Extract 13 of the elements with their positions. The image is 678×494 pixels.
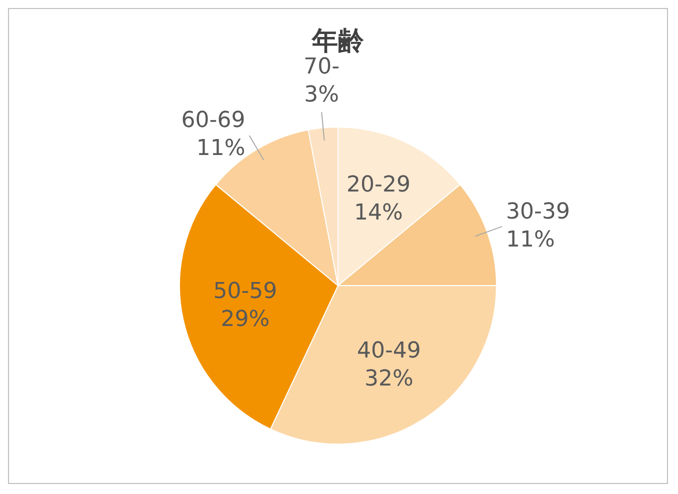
data-label: 11%	[506, 227, 555, 252]
data-label: 32%	[364, 366, 414, 392]
slice-label: 70-	[304, 54, 340, 80]
data-label: 11%	[196, 136, 246, 162]
slice-label: 50-59	[213, 279, 278, 304]
data-label: 3%	[304, 82, 340, 108]
data-label: 14%	[354, 200, 403, 226]
slice-label: 20-29	[346, 172, 410, 198]
data-label: 29%	[220, 307, 270, 332]
slice-label: 60-69	[181, 108, 246, 134]
slice-label: 40-49	[356, 338, 421, 364]
chart-title: 年齢	[311, 26, 365, 56]
slice-label: 30-39	[506, 199, 570, 224]
